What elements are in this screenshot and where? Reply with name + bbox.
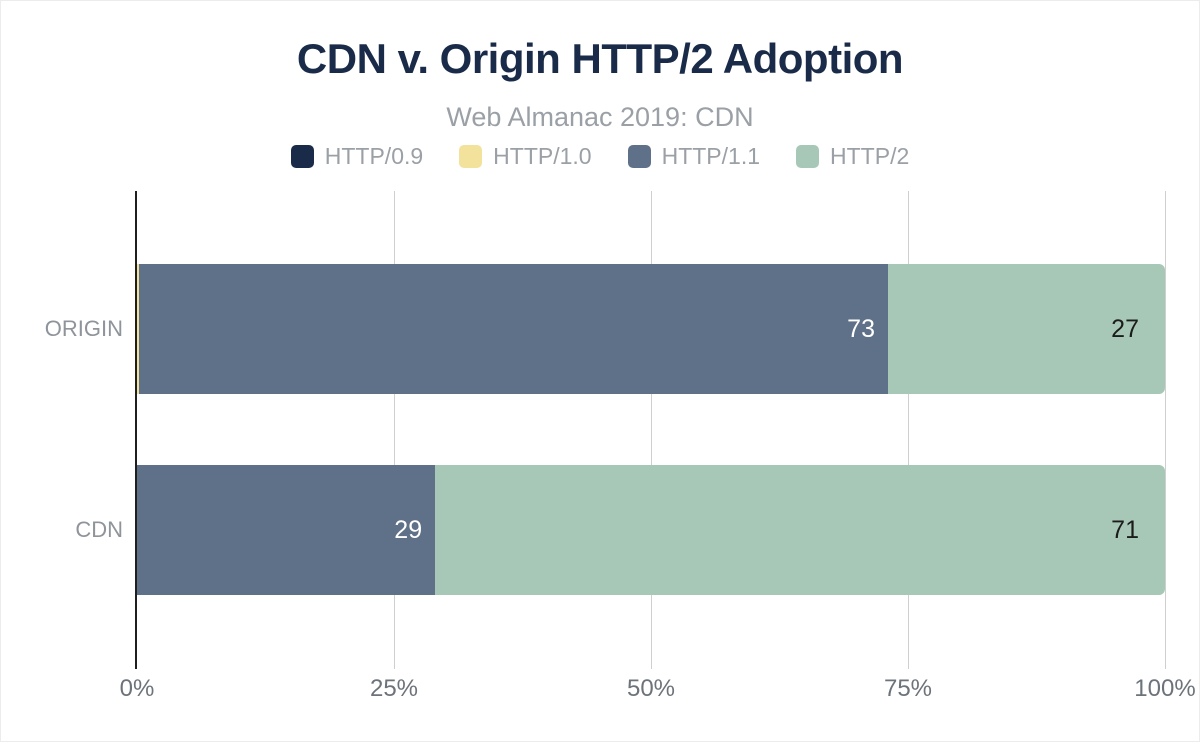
legend-item-http-2[interactable]: HTTP/2 xyxy=(796,143,909,170)
legend-label: HTTP/1.0 xyxy=(493,143,592,169)
x-tick-50: 50% xyxy=(626,675,676,702)
x-tick-25: 25% xyxy=(369,675,419,702)
legend-swatch-http-0-9 xyxy=(290,145,314,168)
chart-title: CDN v. Origin HTTP/2 Adoption xyxy=(296,35,904,82)
legend-swatch-http-1-1 xyxy=(627,145,651,168)
bar-origin: 73 27 xyxy=(137,264,1165,394)
gridline-100 xyxy=(1165,191,1166,669)
category-label-origin: ORIGIN xyxy=(44,316,123,341)
legend-item-http-1-1[interactable]: HTTP/1.1 xyxy=(627,143,761,170)
bar-origin-segment-http-1-1[interactable]: 73 xyxy=(139,264,888,394)
bar-cdn-segment-http-1-1[interactable]: 29 xyxy=(137,465,436,595)
bar-cdn-segment-http-2[interactable]: 71 xyxy=(435,465,1165,595)
bar-cdn: 29 71 xyxy=(137,465,1165,595)
legend-item-http-1-0[interactable]: HTTP/1.0 xyxy=(459,143,592,170)
x-tick-75: 75% xyxy=(883,675,933,702)
bar-origin-segment-http-2[interactable]: 27 xyxy=(887,264,1165,394)
data-label-cdn-http-2: 71 xyxy=(1111,515,1139,544)
gridline-50 xyxy=(651,191,652,669)
data-label-cdn-http-1-1: 29 xyxy=(394,515,423,544)
legend: HTTP/0.9 HTTP/1.0 HTTP/1.1 HTTP/2 xyxy=(1,143,1199,170)
x-tick-0: 0% xyxy=(119,675,155,702)
gridline-25 xyxy=(394,191,395,669)
legend-item-http-0-9[interactable]: HTTP/0.9 xyxy=(290,143,424,170)
x-tick-100: 100% xyxy=(1134,675,1196,702)
data-label-origin-http-2: 27 xyxy=(1111,314,1139,343)
chart-subtitle: Web Almanac 2019: CDN xyxy=(446,102,754,132)
category-label-cdn: CDN xyxy=(75,517,123,542)
legend-label: HTTP/0.9 xyxy=(324,143,424,169)
legend-swatch-http-2 xyxy=(796,145,820,168)
legend-label: HTTP/2 xyxy=(830,143,910,169)
plot-area: 73 27 29 71 xyxy=(135,191,1166,669)
data-label-origin-http-1-1: 73 xyxy=(847,314,875,343)
gridline-75 xyxy=(908,191,909,669)
legend-swatch-http-1-0 xyxy=(459,145,483,168)
bar-origin-segment-http-1-0[interactable] xyxy=(137,264,140,394)
legend-label: HTTP/1.1 xyxy=(661,143,761,169)
y-axis-line xyxy=(135,191,137,669)
